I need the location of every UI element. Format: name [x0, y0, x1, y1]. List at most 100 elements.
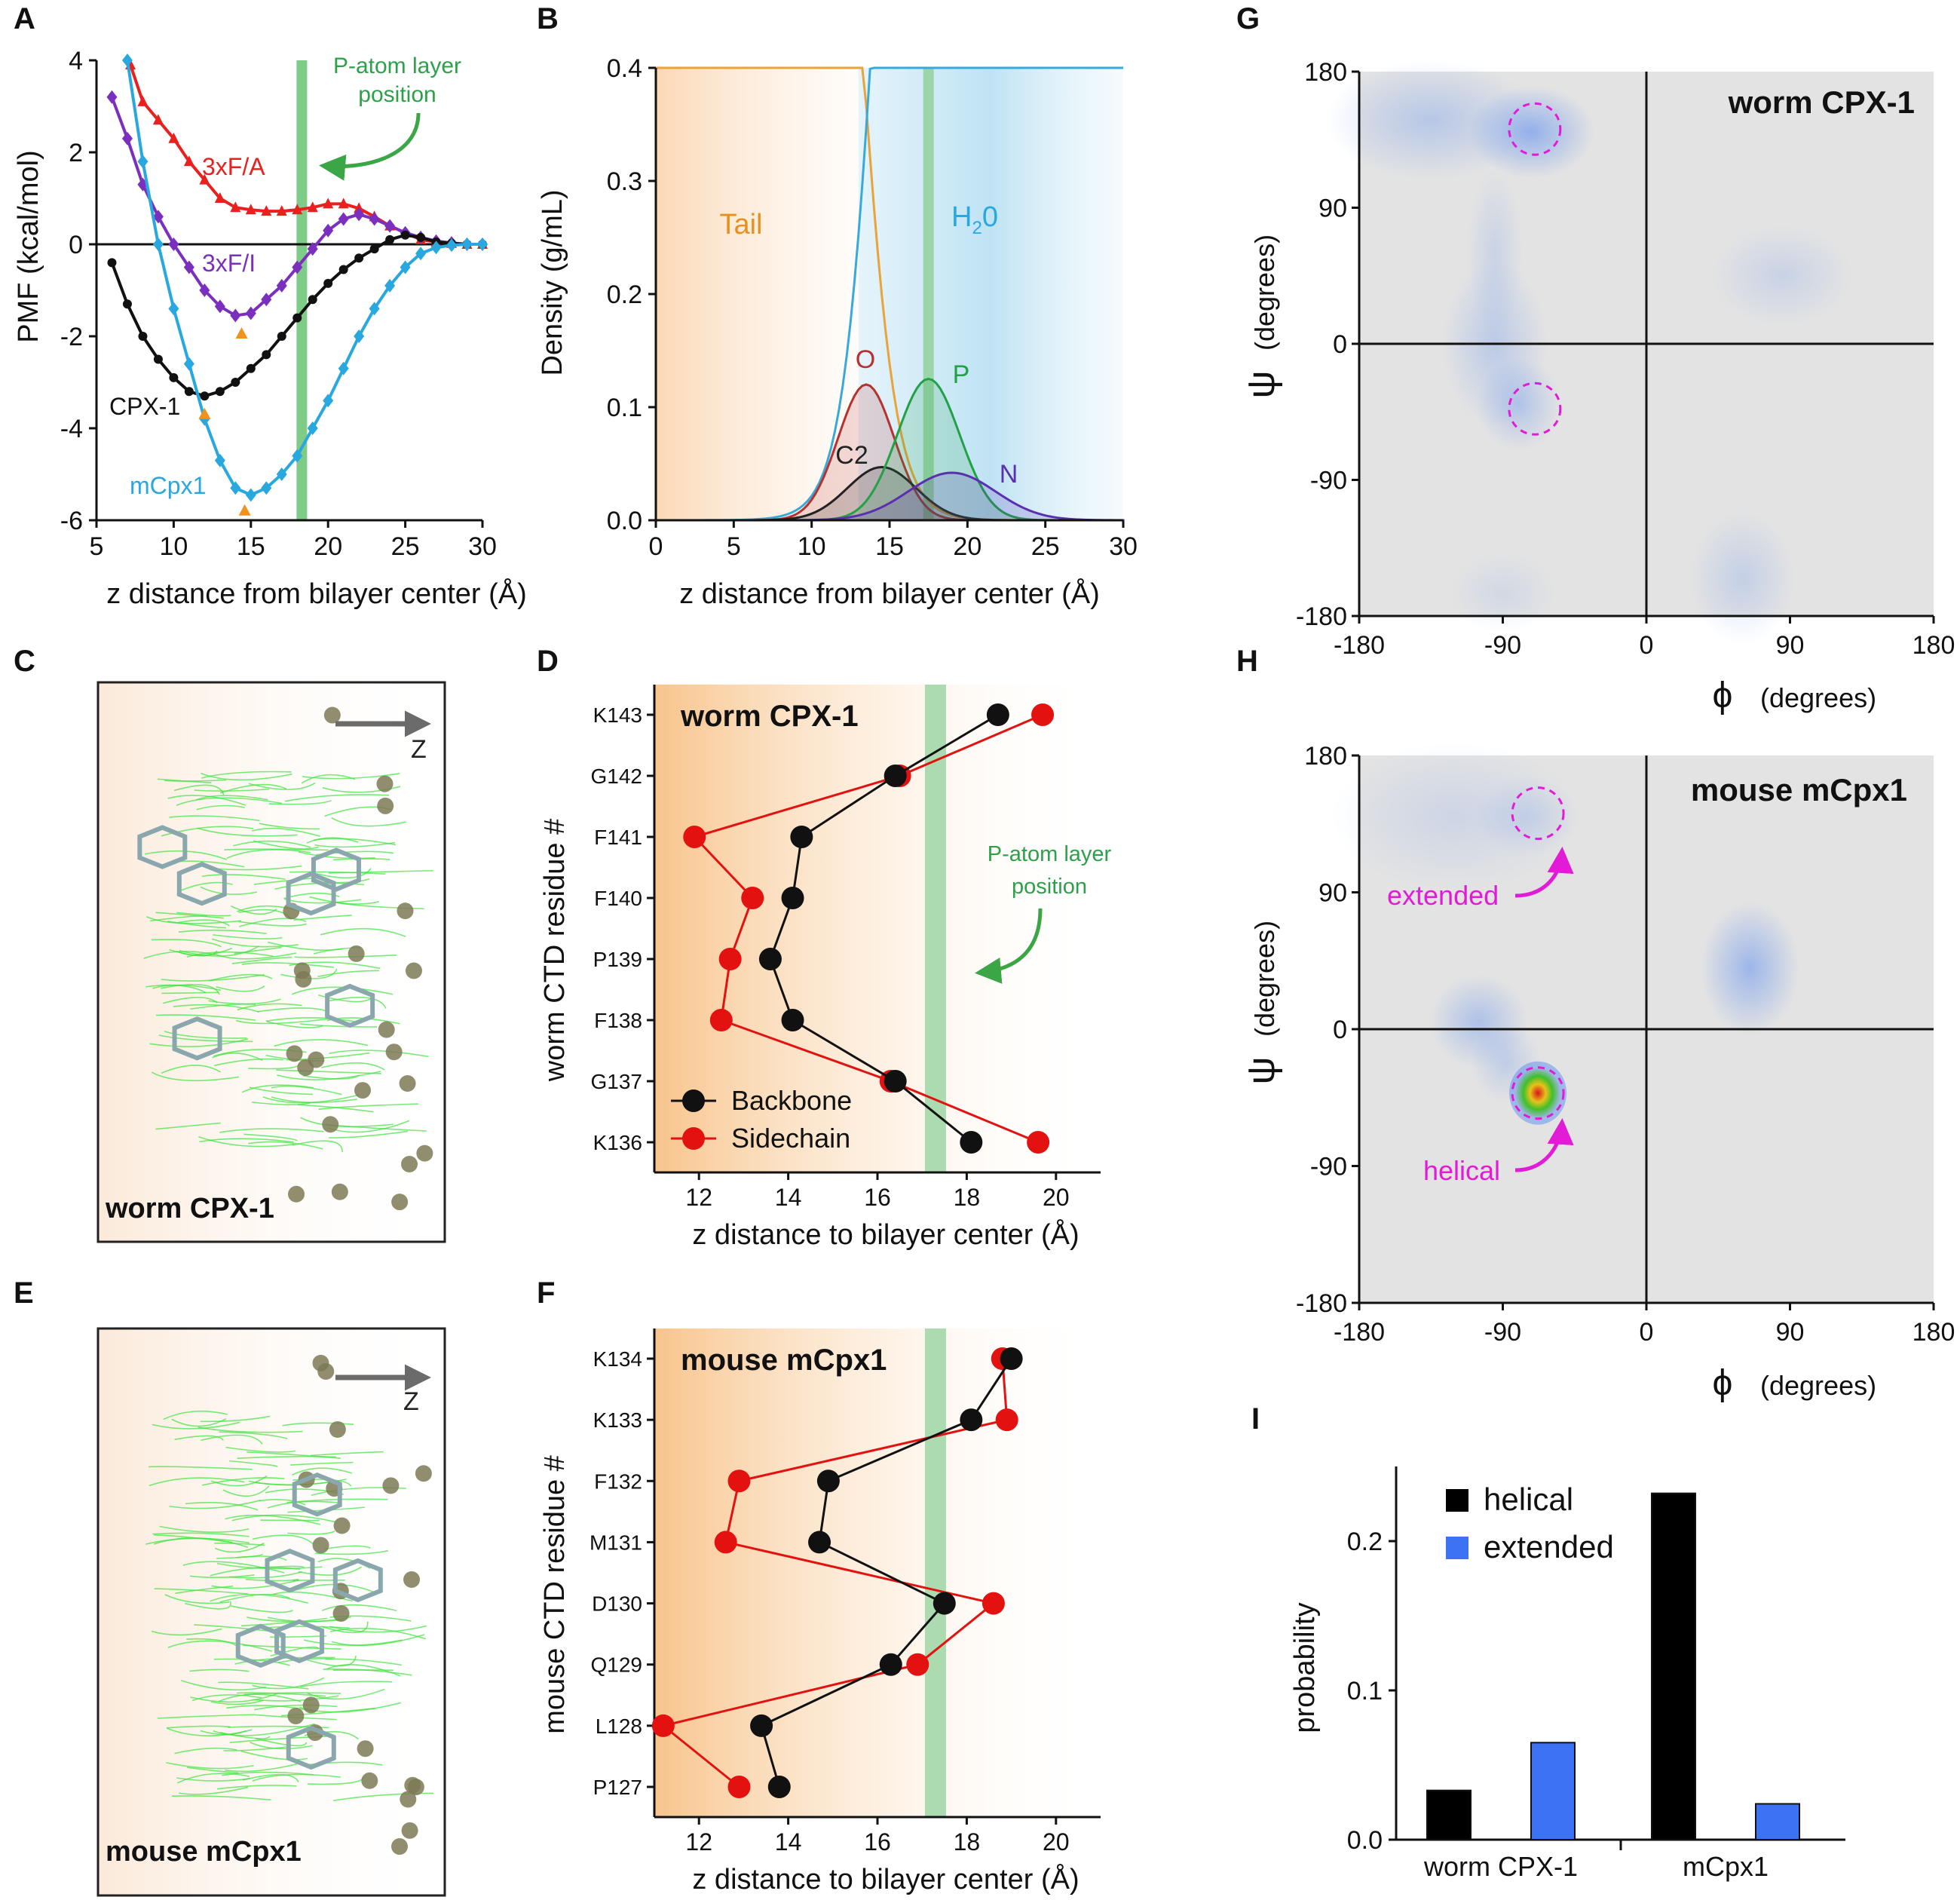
ribbon-strand [323, 1668, 412, 1676]
ribbon-strand [175, 1585, 234, 1595]
y-tick-label: 0.3 [607, 167, 642, 196]
x-tick-label: 14 [775, 1828, 802, 1856]
ribbon-strand [318, 1103, 419, 1111]
sidechain-ring [286, 871, 336, 916]
ribbon-strand [287, 1531, 335, 1535]
panel-a-annotation-line1: P-atom layer [333, 54, 461, 78]
y-tick-label: -180 [1296, 602, 1347, 631]
data-point-mCpx1 [477, 238, 488, 251]
y-tick-label: 0 [69, 231, 83, 259]
ribbon-strand [240, 1617, 328, 1627]
phosphorus-atom [348, 945, 365, 962]
ribbon-strand [191, 1694, 262, 1702]
phosphorus-atom [333, 1517, 351, 1534]
ribbon-strand [212, 1053, 263, 1062]
residue-label: M131 [590, 1531, 642, 1554]
panel-g-title: worm CPX-1 [1728, 84, 1915, 120]
panel-a-pmf-chart: 3xF/A 3xF/I CPX-1 mCpx1 5 10 15 20 25 30 -6 -4 -2 0 2… [13, 47, 527, 610]
data-point-3xF/A [137, 95, 149, 106]
ribbon-strand [321, 1062, 385, 1071]
ribbon-strand [294, 955, 397, 958]
panel-h-extended-arrow [1514, 847, 1574, 898]
ribbon-strand [176, 1773, 250, 1784]
tail-region-shading [656, 68, 859, 520]
ribbon-strand [190, 1692, 280, 1703]
data-point-mCpx1 [323, 394, 334, 408]
ribbon-strand [201, 772, 292, 781]
ribbon-strand [149, 1466, 253, 1470]
phosphorus-atom [287, 1708, 305, 1725]
data-point-3xF/A [261, 205, 272, 216]
ribbon-strand [333, 858, 390, 861]
ribbon-strand [315, 1549, 388, 1555]
data-point-CPX-1 [416, 232, 426, 242]
legend-helical-swatch [1446, 1489, 1468, 1512]
ribbon-strand [219, 1431, 288, 1439]
data-point-mCpx1 [461, 238, 473, 251]
residue-label: D130 [592, 1592, 642, 1616]
ribbon-strand [248, 782, 316, 790]
y-tick-label: 0.0 [607, 507, 642, 535]
sidechain-ring [292, 1472, 342, 1517]
data-point-Backbone [781, 887, 804, 909]
data-point-Backbone [960, 1408, 983, 1432]
ribbon-strand [201, 1477, 285, 1486]
ribbon-strand [253, 840, 320, 850]
x-tick-label: 180 [1913, 631, 1955, 660]
panel-b-water-sub: 2 [972, 218, 982, 238]
ribbon-strand [234, 946, 282, 955]
data-point-CPX-1 [400, 230, 410, 240]
x-tick-label: -90 [1484, 1318, 1521, 1347]
y-tick-label: -90 [1310, 1153, 1347, 1181]
panel-b-water-h: H [951, 201, 972, 233]
ribbon-strand [247, 1617, 344, 1623]
panel-a-ticks: 5 10 15 20 25 30 -6 -4 -2 0 2 4 [60, 47, 497, 561]
density-label-O: O [856, 345, 875, 374]
ribbon-strand [213, 1058, 283, 1067]
data-point-mCpx1 [137, 155, 149, 169]
ribbon-strand [291, 986, 394, 995]
ribbon-strand [317, 970, 380, 978]
series-label-3xF/I: 3xF/I [202, 250, 256, 277]
data-point-3xF/I [121, 131, 133, 146]
ribbon-strand [231, 1514, 336, 1523]
series-line-Sidechain [660, 1358, 1009, 1788]
bar-helical [1426, 1789, 1472, 1840]
panel-d-residue-chart: K143 G142 F141 F140 P139 F138 G137 K136 12 14 16 18… [539, 685, 1112, 1251]
phosphorus-atom [323, 706, 341, 724]
ribbon-strand [276, 1069, 381, 1074]
data-point-3xF/A [292, 204, 303, 215]
sidechain-ring [172, 1016, 222, 1061]
y-tick-label: 0.1 [1347, 1677, 1383, 1705]
ribbon-strand [201, 1434, 263, 1445]
phosphorus-atom [312, 1537, 329, 1554]
ribbon-strand [253, 877, 320, 885]
ribbon-strand [214, 1542, 265, 1546]
ribbon-strand [305, 1655, 357, 1667]
ribbon-strand [185, 1501, 259, 1511]
highlight-circle [1511, 786, 1565, 841]
ribbon-strand [213, 1723, 315, 1736]
ribbon-strand [154, 1588, 249, 1595]
data-point-Backbone [758, 948, 782, 970]
ribbon-strand [329, 1050, 429, 1058]
data-point-CPX-1 [184, 387, 194, 397]
phosphorus-atom [376, 775, 394, 792]
ribbon-strand [239, 918, 307, 927]
data-point-Backbone [960, 1131, 983, 1154]
panel-c-molecular-render: Z worm CPX-1 [96, 681, 446, 1243]
bar-helical [1651, 1492, 1696, 1840]
x-tick-label: 20 [1043, 1184, 1070, 1211]
phosphorus-atom [397, 902, 414, 920]
panel-c-artwork [137, 706, 433, 1211]
y-tick-label: 0.4 [607, 54, 642, 83]
ribbon-strand [176, 912, 231, 917]
category-label: worm CPX-1 [1423, 1851, 1578, 1882]
ribbon-strand [157, 1714, 256, 1719]
data-point-3xF/I [354, 207, 365, 222]
ribbon-strand [265, 1017, 362, 1024]
ribbon-strand [171, 1418, 227, 1427]
legend-backbone-label: Backbone [731, 1085, 852, 1116]
data-point-3xF/I [168, 238, 179, 251]
ribbon-strand [174, 1435, 224, 1441]
